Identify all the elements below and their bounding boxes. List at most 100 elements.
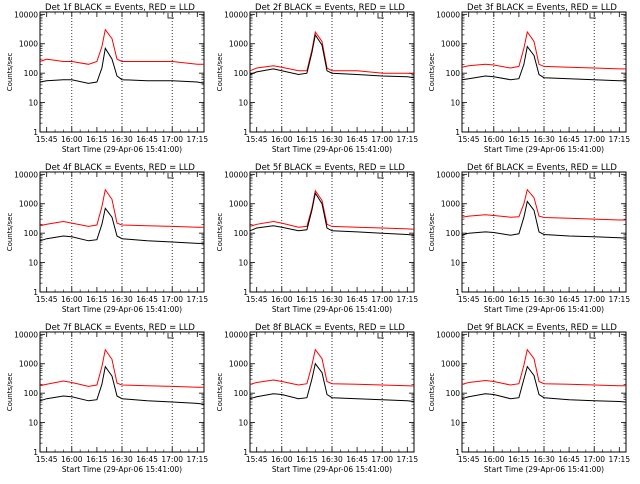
- x-tick-label: 17:00: [161, 295, 183, 304]
- x-tick-label: 17:15: [608, 135, 630, 144]
- y-tick-label: 1: [33, 128, 38, 137]
- x-tick-label: 16:30: [321, 295, 343, 304]
- x-tick-label: 15:45: [458, 135, 480, 144]
- y-tick-label: 100: [446, 69, 461, 78]
- x-tick-label: 16:15: [508, 135, 530, 144]
- x-tick-label: 16:15: [86, 295, 108, 304]
- x-axis-label: Start Time (29-Apr-06 15:41:00): [484, 145, 604, 154]
- corner-mark: [589, 333, 596, 339]
- x-tick-label: 16:15: [86, 135, 108, 144]
- y-tick-label: 10: [238, 259, 248, 268]
- series-line-lld: [249, 189, 415, 230]
- series-line-events: [39, 365, 205, 405]
- y-tick-label: 10000: [436, 170, 460, 179]
- x-tick-label: 16:45: [558, 295, 580, 304]
- y-tick-label: 100: [234, 69, 249, 78]
- x-axis-label: Start Time (29-Apr-06 15:41:00): [62, 465, 182, 474]
- x-tick-label: 17:00: [371, 135, 393, 144]
- x-tick-label: 16:15: [86, 455, 108, 464]
- x-axis-label: Start Time (29-Apr-06 15:41:00): [484, 305, 604, 314]
- x-tick-label: 16:00: [483, 455, 505, 464]
- x-tick-label: 16:00: [483, 295, 505, 304]
- y-tick-label: 1000: [441, 360, 460, 369]
- y-tick-label: 100: [446, 389, 461, 398]
- panel-5: Det 5f BLACK = Events, RED = LLD 1 10 100 10…: [216, 163, 418, 314]
- x-tick-label: 16:00: [61, 295, 83, 304]
- y-tick-label: 1: [455, 288, 460, 297]
- y-tick-label: 10: [450, 259, 460, 268]
- series-line-events: [461, 45, 626, 82]
- x-tick-label: 16:45: [346, 135, 368, 144]
- y-tick-label: 10: [28, 99, 38, 108]
- x-tick-label: 16:45: [136, 295, 158, 304]
- series-line-lld: [249, 30, 415, 75]
- chart-title: Det 8f BLACK = Events, RED = LLD: [255, 323, 405, 333]
- series-line-lld: [39, 348, 204, 388]
- x-tick-label: 15:45: [36, 135, 58, 144]
- x-tick-label: 17:00: [161, 135, 183, 144]
- x-axis-label: Start Time (29-Apr-06 15:41:00): [62, 145, 182, 154]
- y-tick-label: 100: [446, 229, 461, 238]
- x-tick-label: 16:30: [321, 455, 343, 464]
- x-axis-label: Start Time (29-Apr-06 15:41:00): [62, 305, 182, 314]
- x-tick-label: 17:15: [396, 295, 418, 304]
- y-tick-label: 100: [24, 389, 39, 398]
- corner-mark: [377, 13, 384, 19]
- y-tick-label: 10000: [436, 10, 460, 19]
- series-line-events: [461, 365, 627, 403]
- x-tick-label: 17:00: [371, 295, 393, 304]
- x-axis-label: Start Time (29-Apr-06 15:41:00): [484, 465, 604, 474]
- y-tick-label: 100: [24, 229, 39, 238]
- y-axis-label: Counts/sec: [428, 53, 436, 92]
- x-tick-label: 16:15: [508, 455, 530, 464]
- x-tick-label: 16:15: [296, 135, 318, 144]
- y-tick-label: 10: [28, 419, 38, 428]
- x-tick-label: 17:15: [186, 455, 208, 464]
- y-tick-label: 100: [24, 69, 39, 78]
- x-tick-label: 16:00: [61, 455, 83, 464]
- y-axis-label: Counts/sec: [216, 53, 224, 92]
- series-line-events: [39, 46, 205, 84]
- panel-4: Det 4f BLACK = Events, RED = LLD 1 10 100 10…: [6, 163, 208, 314]
- x-tick-label: 16:45: [558, 455, 580, 464]
- chart-title: Det 1f BLACK = Events, RED = LLD: [45, 3, 195, 13]
- x-tick-label: 16:45: [558, 135, 580, 144]
- chart-title: Det 6f BLACK = Events, RED = LLD: [467, 163, 617, 173]
- corner-mark: [167, 173, 174, 179]
- panel-9: Det 9f BLACK = Events, RED = LLD 1 10 100 10…: [428, 323, 630, 474]
- x-axis-label: Start Time (29-Apr-06 15:41:00): [272, 465, 392, 474]
- y-axis-label: Counts/sec: [6, 373, 14, 412]
- x-tick-label: 16:00: [61, 135, 83, 144]
- panel-3: Det 3f BLACK = Events, RED = LLD 1 10 100 10…: [428, 3, 630, 154]
- y-tick-label: 100: [234, 389, 249, 398]
- y-tick-label: 10000: [436, 330, 460, 339]
- x-tick-label: 16:30: [533, 295, 555, 304]
- series-line-events: [461, 200, 627, 239]
- x-tick-label: 16:15: [296, 295, 318, 304]
- corner-mark: [377, 173, 384, 179]
- y-tick-label: 1000: [441, 200, 460, 209]
- x-tick-label: 17:15: [396, 455, 418, 464]
- corner-mark: [167, 13, 174, 19]
- chart-title: Det 3f BLACK = Events, RED = LLD: [467, 3, 617, 13]
- y-tick-label: 10: [238, 419, 248, 428]
- x-tick-label: 16:15: [296, 455, 318, 464]
- x-tick-label: 16:30: [533, 135, 555, 144]
- chart-title: Det 5f BLACK = Events, RED = LLD: [255, 163, 405, 173]
- y-axis-label: Counts/sec: [216, 213, 224, 252]
- chart-title: Det 2f BLACK = Events, RED = LLD: [255, 3, 405, 13]
- x-tick-label: 15:45: [246, 295, 268, 304]
- x-tick-label: 17:15: [608, 295, 630, 304]
- y-tick-label: 10: [238, 99, 248, 108]
- x-tick-label: 15:45: [458, 295, 480, 304]
- x-tick-label: 15:45: [246, 455, 268, 464]
- y-tick-label: 1000: [229, 40, 248, 49]
- x-tick-label: 15:45: [36, 455, 58, 464]
- x-tick-label: 15:45: [246, 135, 268, 144]
- y-tick-label: 10000: [14, 170, 38, 179]
- y-tick-label: 1: [243, 288, 248, 297]
- y-tick-label: 10000: [14, 10, 38, 19]
- x-tick-label: 16:00: [271, 455, 293, 464]
- x-tick-label: 17:00: [583, 455, 605, 464]
